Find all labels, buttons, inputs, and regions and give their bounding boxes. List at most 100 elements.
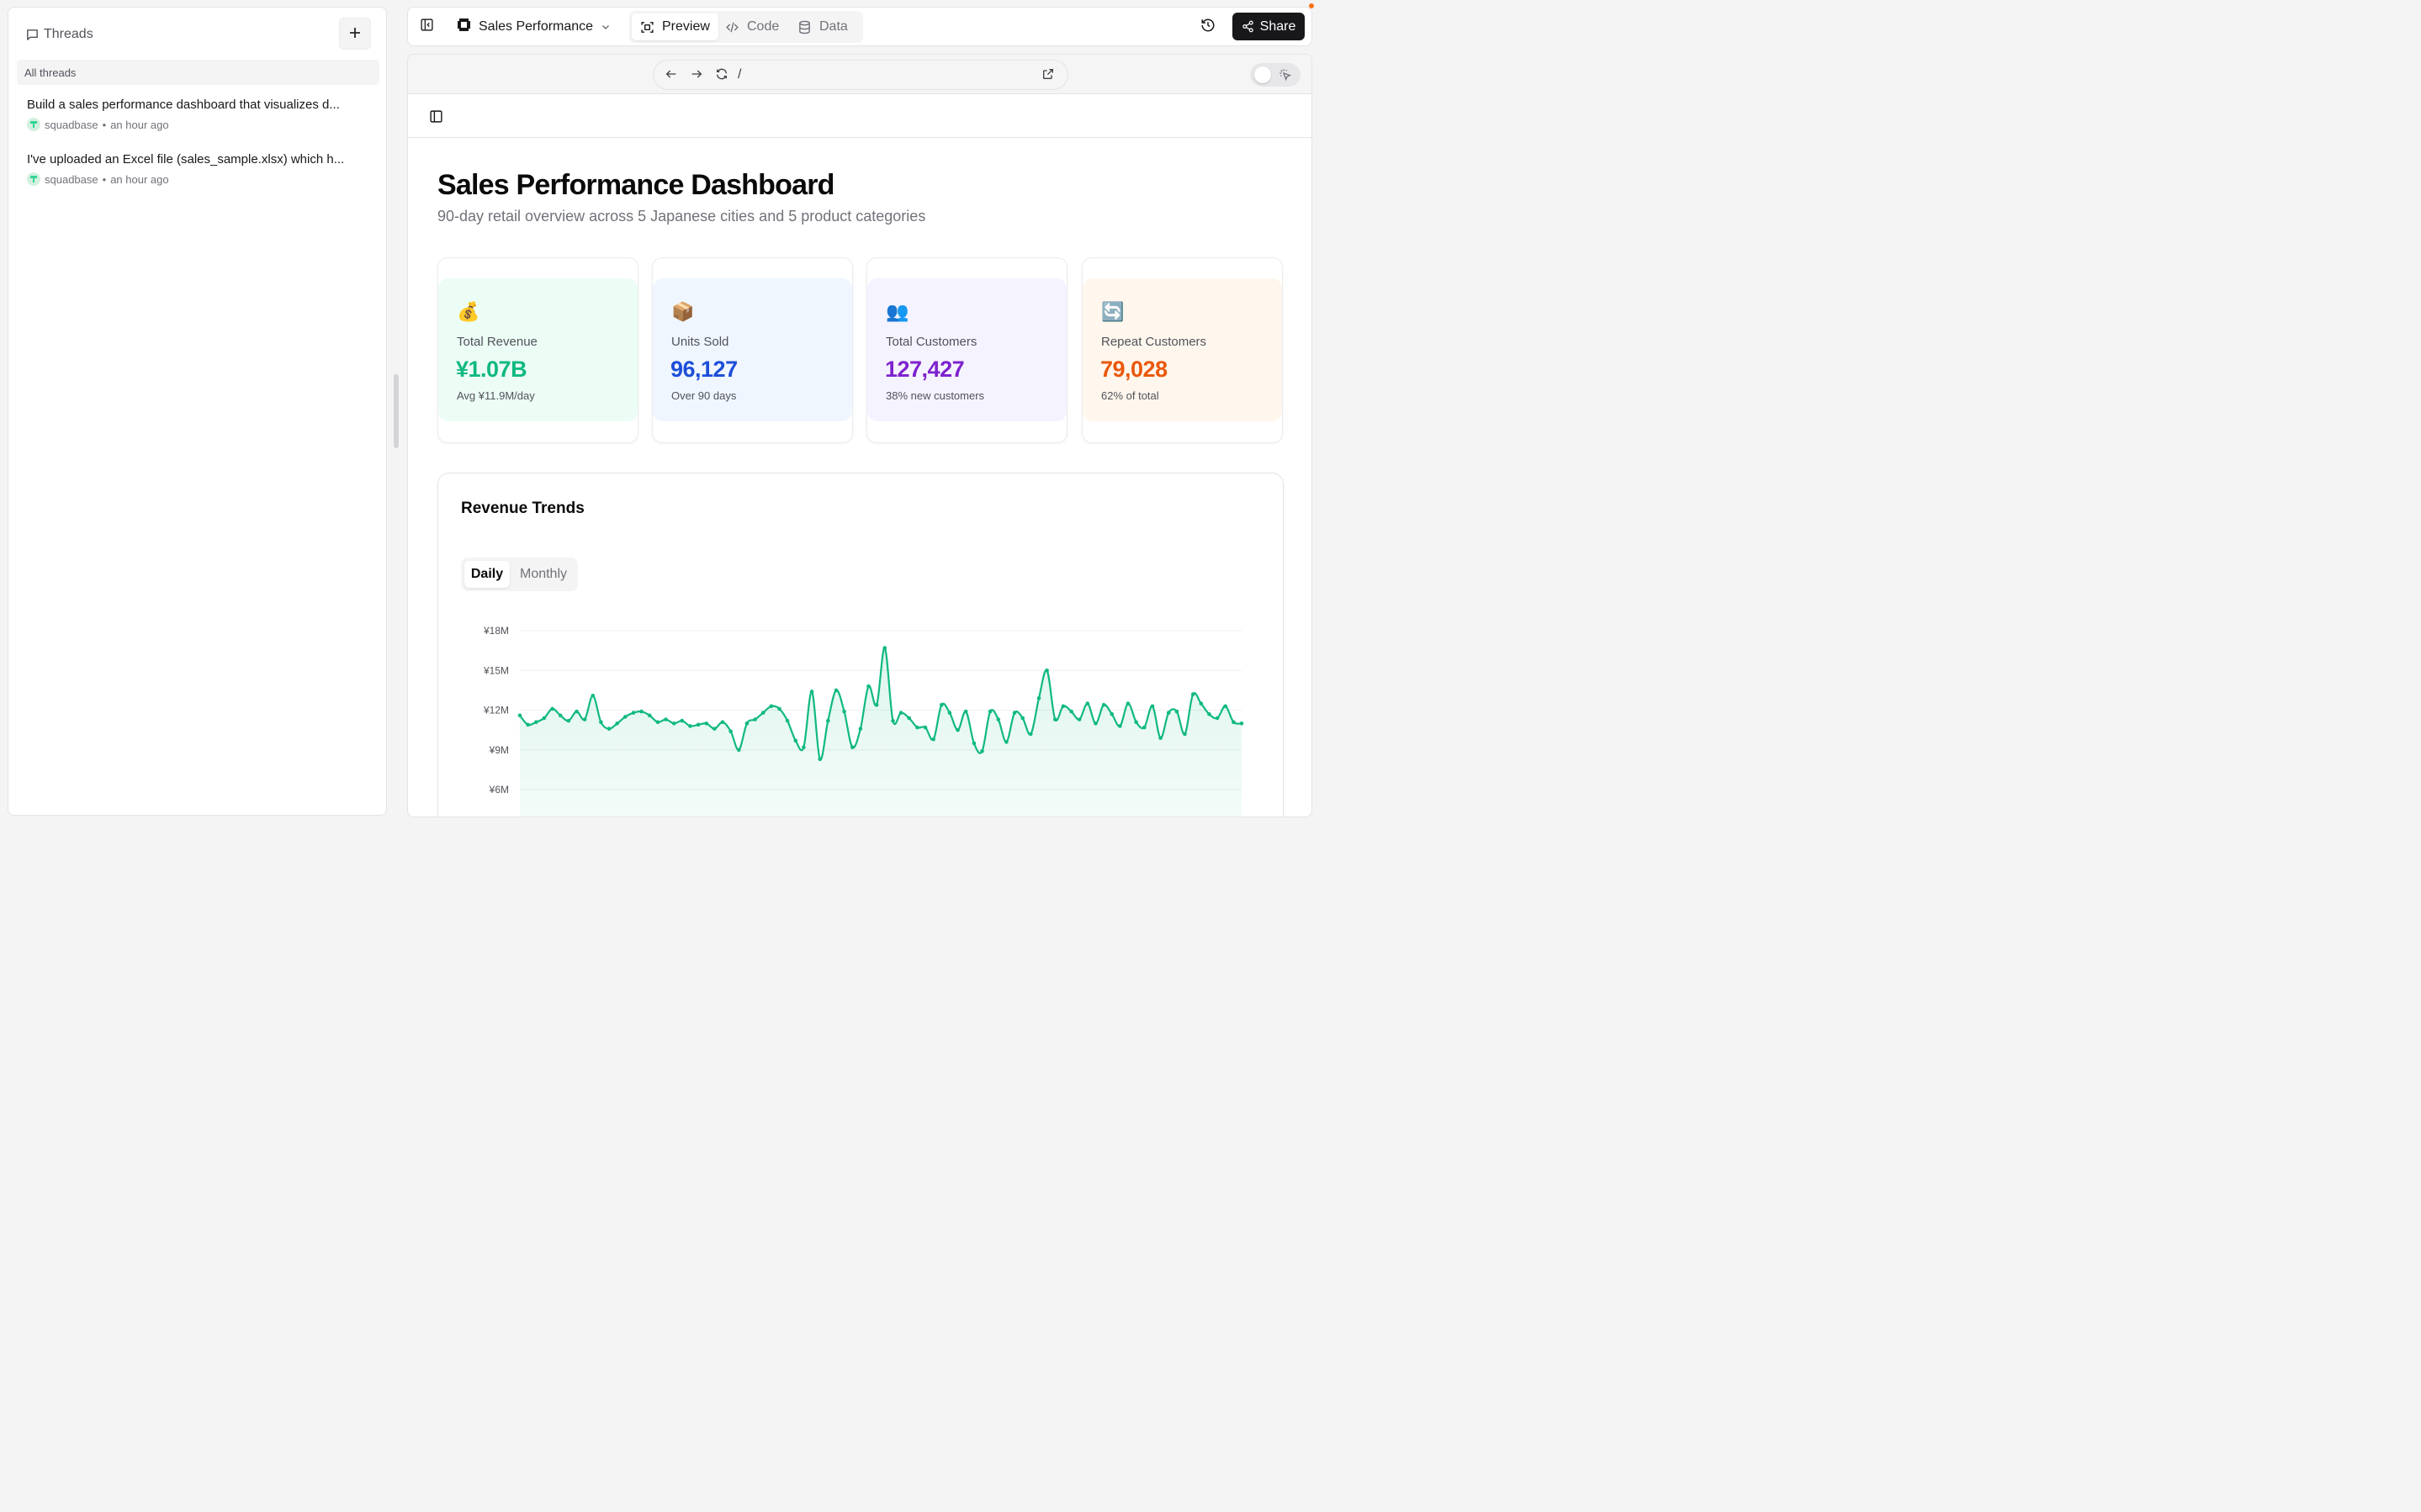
data-point[interactable] xyxy=(1045,669,1049,673)
all-threads-filter[interactable]: All threads xyxy=(17,60,379,85)
data-point[interactable] xyxy=(542,716,547,721)
data-point[interactable] xyxy=(1101,702,1106,707)
data-point[interactable] xyxy=(1029,732,1033,737)
data-point[interactable] xyxy=(680,718,685,723)
data-point[interactable] xyxy=(526,722,530,727)
data-point[interactable] xyxy=(517,713,522,718)
data-point[interactable] xyxy=(713,727,717,731)
data-point[interactable] xyxy=(534,720,538,724)
data-point[interactable] xyxy=(842,709,846,714)
data-point[interactable] xyxy=(980,749,984,753)
history-button[interactable] xyxy=(1200,19,1216,35)
data-point[interactable] xyxy=(1020,716,1025,721)
data-point[interactable] xyxy=(744,722,750,726)
data-point[interactable] xyxy=(785,718,790,723)
data-point[interactable] xyxy=(647,713,652,718)
data-point[interactable] xyxy=(940,702,944,707)
data-point[interactable] xyxy=(777,706,781,711)
toggle-sidebar-button[interactable] xyxy=(418,19,435,35)
data-point[interactable] xyxy=(1126,701,1131,706)
data-point[interactable] xyxy=(1190,692,1195,696)
data-point[interactable] xyxy=(882,646,887,650)
inspect-mode-toggle[interactable] xyxy=(1250,63,1301,87)
data-point[interactable] xyxy=(809,690,814,694)
data-point[interactable] xyxy=(607,727,612,731)
back-button[interactable] xyxy=(663,67,680,84)
data-point[interactable] xyxy=(688,724,692,728)
data-point[interactable] xyxy=(671,722,676,726)
data-point[interactable] xyxy=(1239,722,1244,726)
open-external-button[interactable] xyxy=(1040,67,1057,84)
data-point[interactable] xyxy=(1053,717,1057,722)
data-point[interactable] xyxy=(720,720,725,724)
data-point[interactable] xyxy=(1012,711,1017,715)
data-point[interactable] xyxy=(834,688,839,693)
data-point[interactable] xyxy=(866,684,871,689)
data-point[interactable] xyxy=(818,757,822,762)
data-point[interactable] xyxy=(760,711,766,715)
data-point[interactable] xyxy=(898,711,903,715)
data-point[interactable] xyxy=(1036,696,1041,700)
data-point[interactable] xyxy=(1061,704,1066,709)
data-point[interactable] xyxy=(655,720,660,724)
data-point[interactable] xyxy=(1174,709,1179,714)
data-point[interactable] xyxy=(591,693,596,698)
data-point[interactable] xyxy=(599,720,603,724)
monthly-toggle-button[interactable]: Monthly xyxy=(519,567,568,581)
data-point[interactable] xyxy=(891,718,895,723)
data-point[interactable] xyxy=(1207,711,1211,716)
data-point[interactable] xyxy=(1158,736,1163,740)
thread-item[interactable]: I've uploaded an Excel file (sales_sampl… xyxy=(27,151,372,186)
data-point[interactable] xyxy=(1215,716,1220,721)
data-point[interactable] xyxy=(737,748,741,753)
data-point[interactable] xyxy=(1142,725,1147,730)
data-point[interactable] xyxy=(947,711,952,715)
data-point[interactable] xyxy=(858,727,863,731)
data-point[interactable] xyxy=(850,745,855,749)
data-point[interactable] xyxy=(1223,704,1227,709)
tab-preview[interactable]: Preview xyxy=(632,13,718,40)
data-point[interactable] xyxy=(826,718,830,723)
sidebar-resize-handle[interactable] xyxy=(394,374,399,448)
data-point[interactable] xyxy=(931,737,935,742)
data-point[interactable] xyxy=(566,718,571,723)
data-point[interactable] xyxy=(575,709,579,714)
tab-data[interactable]: Data xyxy=(797,13,860,40)
reload-button[interactable] xyxy=(713,67,730,84)
daily-toggle-button[interactable]: Daily xyxy=(464,561,510,588)
data-point[interactable] xyxy=(769,704,774,709)
data-point[interactable] xyxy=(1150,704,1155,709)
data-point[interactable] xyxy=(874,702,879,707)
data-point[interactable] xyxy=(956,727,960,732)
data-point[interactable] xyxy=(704,722,708,726)
data-point[interactable] xyxy=(1166,711,1171,715)
data-point[interactable] xyxy=(550,706,554,711)
data-point[interactable] xyxy=(915,725,919,730)
data-point[interactable] xyxy=(923,725,928,730)
data-point[interactable] xyxy=(558,713,563,718)
data-point[interactable] xyxy=(1134,720,1138,724)
data-point[interactable] xyxy=(988,709,993,714)
data-point[interactable] xyxy=(1110,711,1115,716)
data-point[interactable] xyxy=(696,722,701,727)
data-point[interactable] xyxy=(802,745,806,749)
data-point[interactable] xyxy=(664,717,668,722)
forward-button[interactable] xyxy=(688,67,705,84)
data-point[interactable] xyxy=(1077,717,1082,722)
data-point[interactable] xyxy=(996,717,1001,722)
data-point[interactable] xyxy=(1004,740,1009,744)
data-point[interactable] xyxy=(753,717,757,722)
data-point[interactable] xyxy=(1232,720,1236,724)
data-point[interactable] xyxy=(963,709,968,714)
data-point[interactable] xyxy=(639,709,644,714)
data-point[interactable] xyxy=(1118,724,1122,728)
data-point[interactable] xyxy=(1199,701,1204,706)
data-point[interactable] xyxy=(728,729,733,733)
url-path[interactable]: / xyxy=(738,67,742,82)
data-point[interactable] xyxy=(582,717,587,722)
data-point[interactable] xyxy=(615,722,619,726)
data-point[interactable] xyxy=(907,716,911,721)
data-point[interactable] xyxy=(1094,722,1098,726)
data-point[interactable] xyxy=(972,741,977,746)
app-selector[interactable]: Sales Performance xyxy=(457,17,611,37)
